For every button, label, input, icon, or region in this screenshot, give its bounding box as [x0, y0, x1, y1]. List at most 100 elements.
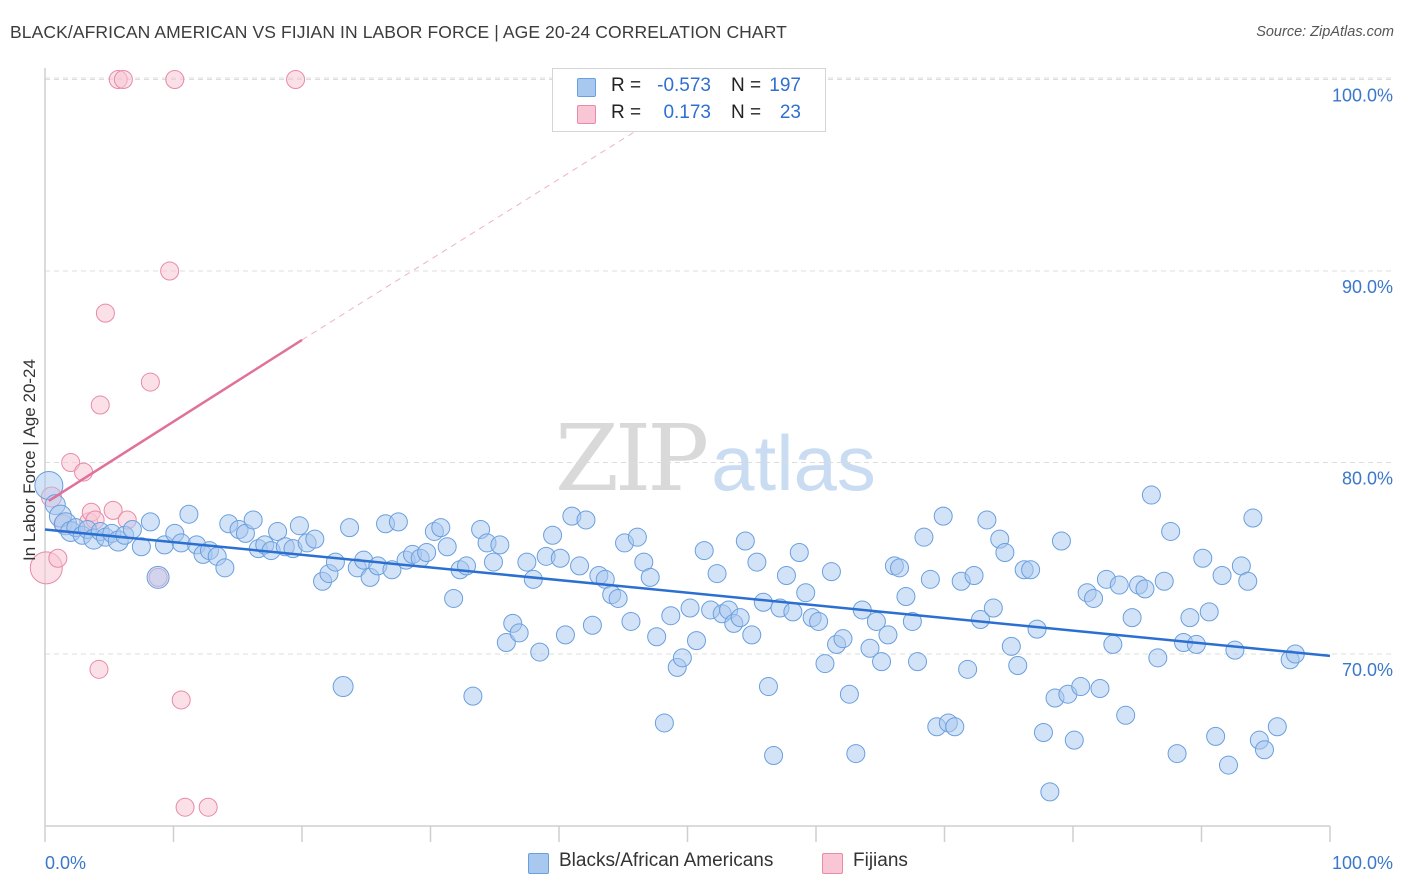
- legend-n-value: 197: [769, 75, 801, 96]
- fijian-point: [171, 690, 191, 710]
- fijian-point: [103, 500, 123, 520]
- black-african-american-point: [122, 520, 142, 540]
- legend-n-value: 23: [779, 102, 801, 123]
- chart-title: BLACK/AFRICAN AMERICAN VS FIJIAN IN LABO…: [10, 22, 787, 42]
- black-african-american-point: [672, 648, 692, 668]
- fijian-points: [29, 70, 306, 817]
- blue-trend-line: [44, 528, 1331, 658]
- source-credit: Source: ZipAtlas.com: [1256, 24, 1394, 40]
- black-african-american-point: [179, 504, 199, 524]
- black-african-american-point: [530, 642, 550, 662]
- black-african-american-point: [747, 552, 767, 572]
- black-african-american-point: [1141, 485, 1161, 505]
- y-tick-label: 70.0%: [1342, 660, 1393, 680]
- black-african-american-point: [268, 521, 288, 541]
- black-african-american-point: [796, 583, 816, 603]
- black-african-american-point: [809, 611, 829, 631]
- black-african-american-point: [243, 510, 263, 530]
- black-african-american-point: [1238, 571, 1258, 591]
- black-african-american-point: [517, 552, 537, 572]
- black-african-american-point: [608, 588, 628, 608]
- black-african-american-point: [146, 565, 170, 589]
- black-african-american-point: [1212, 565, 1232, 585]
- black-african-american-point: [1148, 648, 1168, 668]
- black-african-american-point: [555, 625, 575, 645]
- black-african-american-point: [833, 629, 853, 649]
- tick-labels: 70.0% 80.0% 90.0% 100.0% 0.0% 100.0%: [45, 86, 1393, 874]
- black-african-american-point: [490, 535, 510, 555]
- black-african-american-points: [34, 470, 1305, 802]
- black-african-american-point: [742, 625, 762, 645]
- fijian-point: [61, 453, 81, 472]
- black-african-american-point: [444, 588, 464, 608]
- legend-label-fijians: Fijians: [853, 850, 908, 871]
- black-african-american-point: [1103, 634, 1123, 654]
- legend-item-fijians[interactable]: Fijians: [822, 850, 908, 874]
- fijian-point: [95, 303, 115, 323]
- black-african-american-point: [680, 598, 700, 618]
- black-african-american-point: [215, 558, 235, 578]
- black-african-american-point: [753, 592, 773, 612]
- black-african-american-point: [640, 567, 660, 587]
- black-african-american-point: [543, 525, 563, 545]
- legend-swatch-blue: [528, 853, 549, 874]
- legend-item-blacks[interactable]: Blacks/African Americans: [528, 850, 773, 874]
- black-african-american-point: [1040, 782, 1060, 802]
- black-african-american-point: [914, 527, 934, 547]
- fijian-point: [160, 261, 180, 281]
- fijian-point: [113, 70, 133, 89]
- black-african-american-point: [1243, 508, 1263, 528]
- black-african-american-point: [1122, 608, 1142, 628]
- black-african-american-point: [1090, 678, 1110, 698]
- black-african-american-point: [1001, 636, 1021, 656]
- black-african-american-point: [496, 633, 516, 653]
- black-african-american-point: [140, 512, 160, 532]
- axes: [44, 68, 1331, 842]
- black-african-american-point: [1167, 744, 1187, 764]
- black-african-american-point: [661, 606, 681, 626]
- fijian-point: [140, 372, 160, 392]
- trend-lines: [301, 117, 657, 341]
- black-african-american-point: [1064, 730, 1084, 750]
- black-african-american-point: [735, 531, 755, 551]
- black-african-american-point: [1116, 705, 1136, 725]
- legend-r-label: R =: [611, 75, 642, 96]
- legend-r-value: -0.573: [657, 75, 711, 96]
- black-african-american-point: [908, 652, 928, 672]
- legend-swatch-pink: [577, 105, 596, 124]
- black-african-american-point: [627, 527, 647, 547]
- black-african-american-point: [890, 558, 910, 578]
- black-african-american-point: [340, 518, 360, 538]
- fijian-point: [90, 395, 110, 415]
- black-african-american-point: [621, 611, 641, 631]
- black-african-american-point: [846, 744, 866, 764]
- black-african-american-point: [509, 623, 529, 643]
- legend-r-label: R =: [611, 102, 642, 123]
- black-african-american-point: [815, 654, 835, 674]
- fijian-point: [198, 797, 218, 817]
- black-african-american-point: [576, 510, 596, 530]
- black-african-american-point: [789, 543, 809, 563]
- black-african-american-point: [977, 510, 997, 530]
- legend-swatch-pink: [822, 853, 843, 874]
- black-african-american-point: [1199, 602, 1219, 622]
- black-african-american-point: [1051, 531, 1071, 551]
- legend-n-label: N =: [731, 102, 762, 123]
- black-african-american-point: [1021, 560, 1041, 580]
- black-african-american-point: [1084, 588, 1104, 608]
- black-african-american-point: [388, 512, 408, 532]
- pink-trend-extension: [301, 117, 657, 341]
- black-african-american-point: [483, 552, 503, 572]
- black-african-american-point: [647, 627, 667, 647]
- black-african-american-point: [582, 615, 602, 635]
- black-african-american-point: [1033, 723, 1053, 743]
- black-african-american-point: [1180, 608, 1200, 628]
- black-african-american-point: [1071, 677, 1091, 697]
- legend-r-value: 0.173: [663, 102, 711, 123]
- black-african-american-point: [860, 638, 880, 658]
- fijian-point: [175, 797, 195, 817]
- y-axis-label: In Labor Force | Age 20-24: [20, 359, 39, 561]
- black-african-american-point: [707, 564, 727, 584]
- pink-trend-line: [48, 338, 303, 502]
